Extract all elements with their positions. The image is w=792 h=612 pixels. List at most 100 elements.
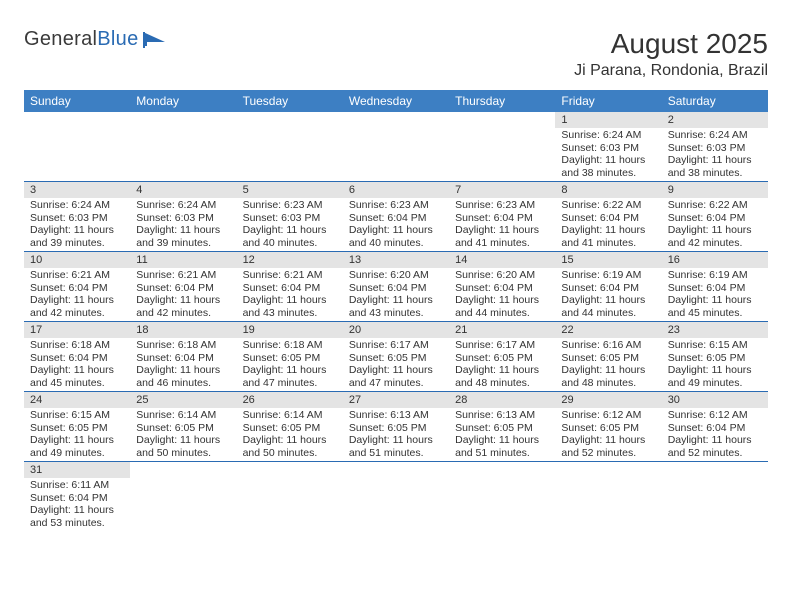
day-number: 30 [662, 392, 768, 408]
day-body: Sunrise: 6:19 AMSunset: 6:04 PMDaylight:… [555, 268, 661, 321]
calendar-cell: 6Sunrise: 6:23 AMSunset: 6:04 PMDaylight… [343, 182, 449, 252]
day-body: Sunrise: 6:24 AMSunset: 6:03 PMDaylight:… [24, 198, 130, 251]
calendar-cell: 26Sunrise: 6:14 AMSunset: 6:05 PMDayligh… [237, 392, 343, 462]
calendar-cell: 29Sunrise: 6:12 AMSunset: 6:05 PMDayligh… [555, 392, 661, 462]
calendar-cell: 19Sunrise: 6:18 AMSunset: 6:05 PMDayligh… [237, 322, 343, 392]
day-body: Sunrise: 6:22 AMSunset: 6:04 PMDaylight:… [555, 198, 661, 251]
day-number: 31 [24, 462, 130, 478]
calendar-cell: 18Sunrise: 6:18 AMSunset: 6:04 PMDayligh… [130, 322, 236, 392]
day-body: Sunrise: 6:13 AMSunset: 6:05 PMDaylight:… [343, 408, 449, 461]
calendar-cell [662, 462, 768, 532]
day-number: 13 [343, 252, 449, 268]
day-body: Sunrise: 6:17 AMSunset: 6:05 PMDaylight:… [449, 338, 555, 391]
calendar-cell: 11Sunrise: 6:21 AMSunset: 6:04 PMDayligh… [130, 252, 236, 322]
calendar-cell: 16Sunrise: 6:19 AMSunset: 6:04 PMDayligh… [662, 252, 768, 322]
dow-monday: Monday [130, 90, 236, 112]
calendar-row: 1Sunrise: 6:24 AMSunset: 6:03 PMDaylight… [24, 112, 768, 182]
day-number: 5 [237, 182, 343, 198]
day-body: Sunrise: 6:14 AMSunset: 6:05 PMDaylight:… [237, 408, 343, 461]
day-body: Sunrise: 6:14 AMSunset: 6:05 PMDaylight:… [130, 408, 236, 461]
calendar-cell: 20Sunrise: 6:17 AMSunset: 6:05 PMDayligh… [343, 322, 449, 392]
calendar-cell: 23Sunrise: 6:15 AMSunset: 6:05 PMDayligh… [662, 322, 768, 392]
calendar-cell: 5Sunrise: 6:23 AMSunset: 6:03 PMDaylight… [237, 182, 343, 252]
title-block: August 2025 Ji Parana, Rondonia, Brazil [574, 28, 768, 80]
day-number: 15 [555, 252, 661, 268]
calendar-cell [237, 112, 343, 182]
calendar-cell [449, 462, 555, 532]
calendar-cell: 15Sunrise: 6:19 AMSunset: 6:04 PMDayligh… [555, 252, 661, 322]
day-body: Sunrise: 6:24 AMSunset: 6:03 PMDaylight:… [662, 128, 768, 181]
day-body: Sunrise: 6:23 AMSunset: 6:03 PMDaylight:… [237, 198, 343, 251]
day-body: Sunrise: 6:18 AMSunset: 6:05 PMDaylight:… [237, 338, 343, 391]
calendar-row: 3Sunrise: 6:24 AMSunset: 6:03 PMDaylight… [24, 182, 768, 252]
calendar-cell: 17Sunrise: 6:18 AMSunset: 6:04 PMDayligh… [24, 322, 130, 392]
calendar-cell [449, 112, 555, 182]
dow-thursday: Thursday [449, 90, 555, 112]
day-body: Sunrise: 6:21 AMSunset: 6:04 PMDaylight:… [130, 268, 236, 321]
location: Ji Parana, Rondonia, Brazil [574, 62, 768, 80]
day-body: Sunrise: 6:23 AMSunset: 6:04 PMDaylight:… [343, 198, 449, 251]
day-number: 6 [343, 182, 449, 198]
day-body: Sunrise: 6:15 AMSunset: 6:05 PMDaylight:… [662, 338, 768, 391]
calendar-cell: 12Sunrise: 6:21 AMSunset: 6:04 PMDayligh… [237, 252, 343, 322]
header: GeneralBlue August 2025 Ji Parana, Rondo… [24, 28, 768, 80]
calendar-cell [555, 462, 661, 532]
calendar-body: 1Sunrise: 6:24 AMSunset: 6:03 PMDaylight… [24, 112, 768, 531]
calendar-table: Sunday Monday Tuesday Wednesday Thursday… [24, 90, 768, 531]
day-number: 18 [130, 322, 236, 338]
calendar-cell: 8Sunrise: 6:22 AMSunset: 6:04 PMDaylight… [555, 182, 661, 252]
calendar-cell: 1Sunrise: 6:24 AMSunset: 6:03 PMDaylight… [555, 112, 661, 182]
calendar-cell [237, 462, 343, 532]
day-number: 14 [449, 252, 555, 268]
day-body: Sunrise: 6:20 AMSunset: 6:04 PMDaylight:… [449, 268, 555, 321]
day-number: 8 [555, 182, 661, 198]
day-body: Sunrise: 6:21 AMSunset: 6:04 PMDaylight:… [24, 268, 130, 321]
calendar-cell: 10Sunrise: 6:21 AMSunset: 6:04 PMDayligh… [24, 252, 130, 322]
day-body: Sunrise: 6:19 AMSunset: 6:04 PMDaylight:… [662, 268, 768, 321]
logo-text-1: General [24, 28, 97, 51]
calendar-cell [130, 112, 236, 182]
calendar-cell [130, 462, 236, 532]
day-body: Sunrise: 6:22 AMSunset: 6:04 PMDaylight:… [662, 198, 768, 251]
day-number: 22 [555, 322, 661, 338]
day-number: 20 [343, 322, 449, 338]
dow-sunday: Sunday [24, 90, 130, 112]
day-number: 27 [343, 392, 449, 408]
dow-friday: Friday [555, 90, 661, 112]
day-body: Sunrise: 6:18 AMSunset: 6:04 PMDaylight:… [130, 338, 236, 391]
calendar-row: 24Sunrise: 6:15 AMSunset: 6:05 PMDayligh… [24, 392, 768, 462]
day-body: Sunrise: 6:23 AMSunset: 6:04 PMDaylight:… [449, 198, 555, 251]
day-body: Sunrise: 6:16 AMSunset: 6:05 PMDaylight:… [555, 338, 661, 391]
day-number: 16 [662, 252, 768, 268]
calendar-cell: 2Sunrise: 6:24 AMSunset: 6:03 PMDaylight… [662, 112, 768, 182]
day-number: 21 [449, 322, 555, 338]
calendar-row: 17Sunrise: 6:18 AMSunset: 6:04 PMDayligh… [24, 322, 768, 392]
day-number: 9 [662, 182, 768, 198]
calendar-cell: 3Sunrise: 6:24 AMSunset: 6:03 PMDaylight… [24, 182, 130, 252]
dow-tuesday: Tuesday [237, 90, 343, 112]
dow-row: Sunday Monday Tuesday Wednesday Thursday… [24, 90, 768, 112]
calendar-cell: 28Sunrise: 6:13 AMSunset: 6:05 PMDayligh… [449, 392, 555, 462]
day-body: Sunrise: 6:15 AMSunset: 6:05 PMDaylight:… [24, 408, 130, 461]
day-body: Sunrise: 6:20 AMSunset: 6:04 PMDaylight:… [343, 268, 449, 321]
calendar-cell [24, 112, 130, 182]
calendar-row: 10Sunrise: 6:21 AMSunset: 6:04 PMDayligh… [24, 252, 768, 322]
day-number: 28 [449, 392, 555, 408]
calendar-cell: 24Sunrise: 6:15 AMSunset: 6:05 PMDayligh… [24, 392, 130, 462]
calendar-cell [343, 112, 449, 182]
logo: GeneralBlue [24, 28, 169, 51]
day-body: Sunrise: 6:21 AMSunset: 6:04 PMDaylight:… [237, 268, 343, 321]
calendar-row: 31Sunrise: 6:11 AMSunset: 6:04 PMDayligh… [24, 462, 768, 532]
day-body: Sunrise: 6:13 AMSunset: 6:05 PMDaylight:… [449, 408, 555, 461]
day-body: Sunrise: 6:24 AMSunset: 6:03 PMDaylight:… [555, 128, 661, 181]
day-number: 4 [130, 182, 236, 198]
day-number: 26 [237, 392, 343, 408]
day-body: Sunrise: 6:12 AMSunset: 6:04 PMDaylight:… [662, 408, 768, 461]
day-number: 23 [662, 322, 768, 338]
calendar-cell: 30Sunrise: 6:12 AMSunset: 6:04 PMDayligh… [662, 392, 768, 462]
calendar-cell [343, 462, 449, 532]
calendar-page: GeneralBlue August 2025 Ji Parana, Rondo… [0, 0, 792, 539]
dow-wednesday: Wednesday [343, 90, 449, 112]
calendar-cell: 9Sunrise: 6:22 AMSunset: 6:04 PMDaylight… [662, 182, 768, 252]
day-number: 7 [449, 182, 555, 198]
